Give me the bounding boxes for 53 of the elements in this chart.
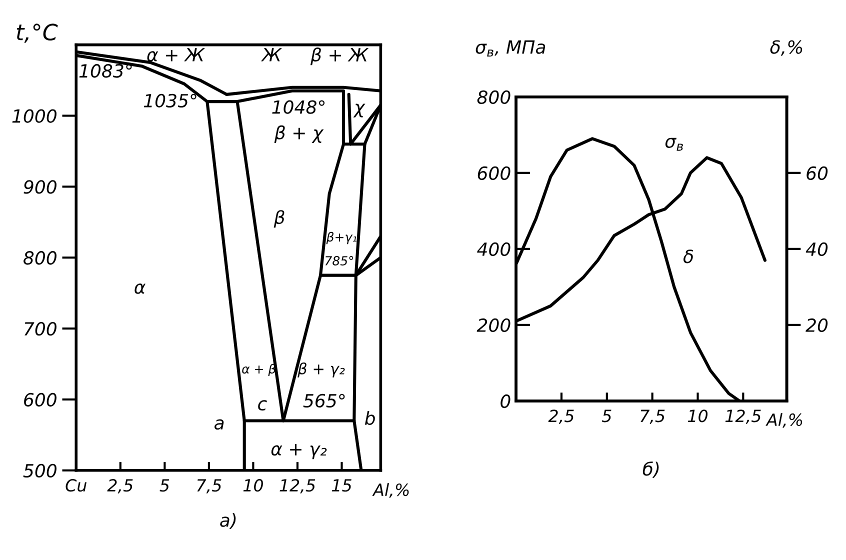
x-tick-label: 7,5	[197, 479, 222, 494]
y-axis-title: σ$_{в}$, МПа	[476, 40, 546, 57]
x-tick-label: 2,5	[548, 410, 574, 424]
y-tick-label: 400	[477, 242, 510, 256]
y-tick-label: 200	[476, 318, 510, 332]
annotation: β+γ₁	[326, 232, 356, 244]
x-tick-label: Cu	[66, 479, 86, 492]
y-axis-title: t,°C	[16, 24, 58, 43]
x-tick-label: 15	[332, 479, 352, 492]
y-tick-label: 800	[477, 90, 510, 104]
y2-axis-title: δ,%	[770, 40, 802, 56]
annotation: β + γ₂	[298, 362, 345, 378]
x-tick-label: 12,5	[280, 479, 316, 494]
y-tick-label: 1000	[12, 109, 56, 123]
x-tick-label: 7,5	[640, 410, 665, 424]
annotation: χ	[353, 104, 366, 118]
y-tick-label: 600	[24, 392, 56, 407]
annotation: σ$_{в}$	[665, 138, 683, 151]
y-tick-label: 0	[500, 394, 510, 408]
annotation: Ж	[261, 48, 282, 62]
y2-tick-label: 20	[806, 318, 828, 332]
annotation: β + χ	[274, 125, 324, 143]
text: б)	[642, 461, 659, 478]
y2-tick-label: 40	[806, 242, 828, 256]
x-axis-title: Al,%	[766, 413, 802, 428]
x-tick-label: 10	[243, 479, 263, 492]
annotation: β + Ж	[310, 48, 369, 66]
y-tick-label: 900	[24, 180, 56, 194]
x-axis-title: Al,%	[372, 483, 409, 498]
annotation: c	[258, 400, 267, 411]
annotation: 1035°	[144, 94, 196, 108]
y-tick-label: 700	[24, 322, 56, 336]
annotation: 565°	[303, 394, 345, 408]
x-tick-label: 12,5	[725, 410, 761, 424]
annotation: 1048°	[272, 100, 325, 114]
y2-tick-label: 60	[806, 166, 828, 180]
annotation: β	[274, 210, 284, 228]
y-tick-label: 800	[24, 251, 56, 265]
y-tick-label: 600	[478, 166, 510, 180]
annotation: α + Ж	[147, 48, 206, 62]
x-tick-label: 5	[160, 479, 170, 492]
x-tick-label: 10	[688, 410, 708, 422]
annotation: 785°	[325, 256, 354, 266]
text: а)	[220, 512, 236, 530]
x-tick-label: 2,5	[107, 479, 133, 494]
annotation: a	[214, 419, 224, 430]
y-tick-label: 500	[23, 464, 56, 478]
annotation: δ	[684, 250, 694, 264]
x-tick-label: 5	[602, 410, 612, 422]
annotation: α	[134, 284, 146, 294]
annotation: b	[364, 411, 375, 425]
annotation: α + γ₂	[271, 444, 327, 460]
annotation: 1083°	[79, 64, 132, 78]
